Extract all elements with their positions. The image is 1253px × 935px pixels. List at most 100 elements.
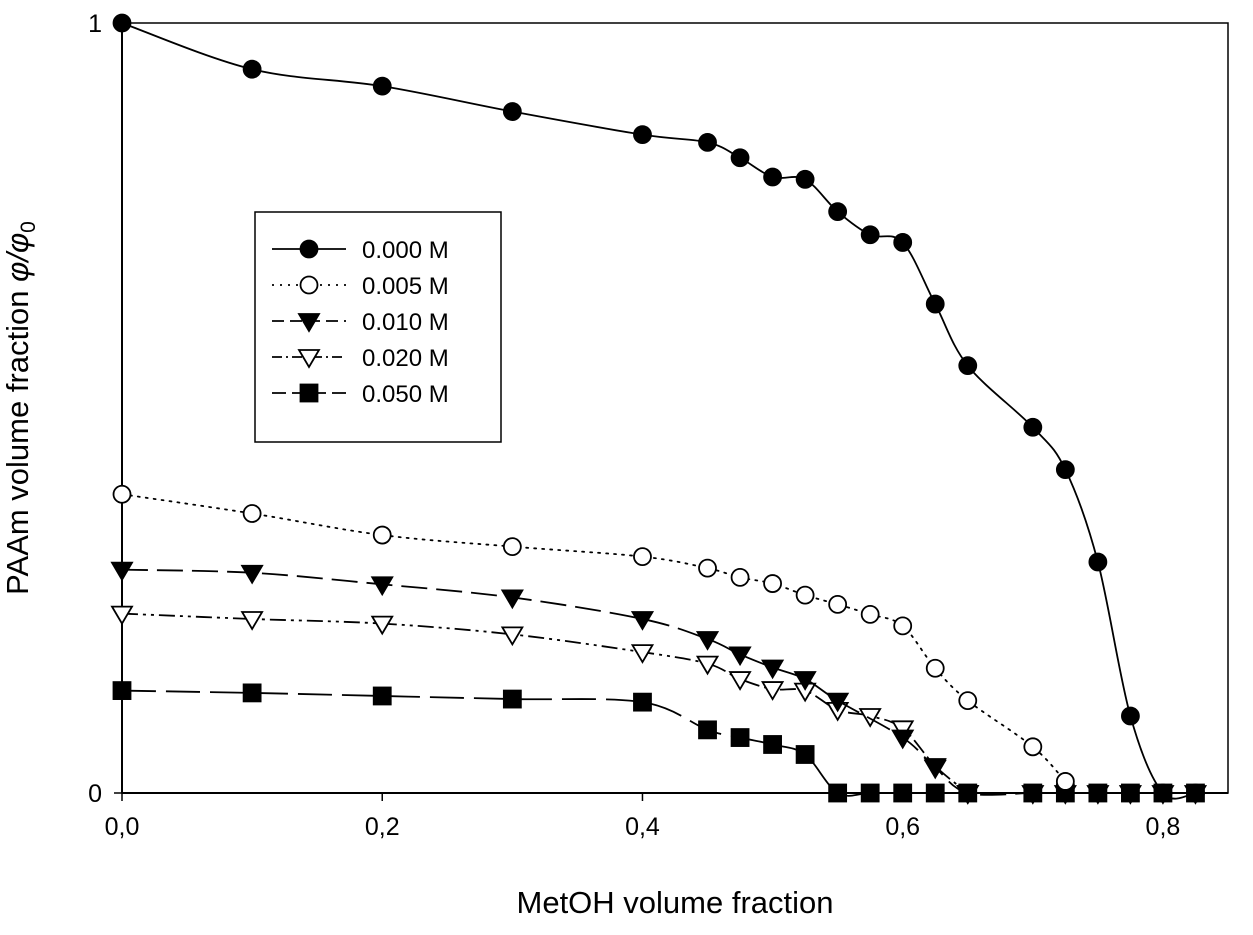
series-point	[728, 671, 752, 691]
series-point	[923, 759, 947, 780]
legend-entry: 0.000 M	[272, 237, 449, 264]
series-point	[502, 537, 522, 556]
series-point	[893, 783, 913, 803]
series-point	[1055, 460, 1075, 480]
series-point	[630, 644, 655, 664]
series-point	[763, 574, 782, 593]
series-point	[695, 631, 720, 651]
y-axis-label: PAAm volume fraction φ/φ0	[0, 221, 40, 595]
series-point	[1118, 785, 1142, 805]
series-point	[502, 102, 522, 121]
y-axis-label-phi: φ/φ	[0, 233, 35, 282]
series-point	[925, 294, 945, 314]
series-0	[112, 13, 1205, 803]
series-point	[1023, 737, 1043, 757]
series-point	[828, 783, 848, 803]
series-point	[110, 605, 134, 626]
series-point	[633, 125, 652, 145]
series-point	[1086, 785, 1110, 805]
series-point	[1088, 552, 1108, 572]
series-point	[1121, 706, 1140, 726]
series-point	[240, 564, 264, 585]
series-point	[1153, 783, 1173, 803]
y-tick-label: 1	[88, 10, 102, 38]
legend-label: 0.000 M	[362, 237, 449, 264]
legend-label: 0.020 M	[362, 345, 449, 372]
series-point	[795, 585, 815, 605]
series-point	[110, 561, 134, 582]
series-point	[698, 720, 717, 740]
series-point	[1186, 783, 1205, 803]
series-1	[112, 484, 1075, 791]
series-point	[826, 692, 850, 713]
series-point	[372, 76, 392, 96]
series-point	[958, 691, 978, 710]
series-point	[795, 745, 815, 764]
series-point	[828, 202, 848, 222]
legend-label: 0.010 M	[362, 309, 449, 336]
series-point	[761, 681, 785, 701]
series-point	[860, 225, 880, 245]
x-axis-ticks: 0,0 0,2 0,4 0,6 0,8	[105, 793, 1181, 841]
series-point	[240, 611, 264, 631]
series-point	[891, 729, 915, 750]
series-point	[893, 616, 913, 636]
series-layer	[110, 13, 1208, 805]
series-point	[242, 683, 262, 703]
series-point	[828, 594, 848, 614]
x-tick-label: 0,8	[1146, 813, 1181, 841]
series-point	[860, 604, 880, 624]
legend-label: 0.005 M	[362, 273, 449, 300]
y-axis-label-main: PAAm volume fraction	[0, 282, 35, 595]
series-line	[121, 493, 1067, 783]
x-axis-label: MetOH volume fraction	[517, 885, 834, 920]
legend-entry: 0.005 M	[272, 273, 449, 300]
series-point	[370, 615, 394, 636]
x-tick-label: 0,6	[885, 813, 920, 841]
series-point	[112, 484, 132, 504]
legend-label: 0.050 M	[362, 381, 449, 408]
legend-entry: 0.050 M	[272, 381, 449, 408]
series-point	[372, 525, 392, 545]
series-point	[1023, 417, 1043, 437]
y-tick-label: 0	[88, 780, 102, 808]
legend-entry: 0.010 M	[272, 309, 449, 336]
series-point	[242, 504, 262, 523]
legend-point	[297, 313, 321, 333]
series-point	[793, 671, 817, 691]
legend-point	[299, 383, 319, 403]
series-point	[695, 655, 720, 676]
series-point	[761, 659, 785, 680]
series-point	[858, 708, 882, 728]
legend-box	[254, 211, 502, 443]
series-point	[860, 783, 880, 803]
series-line	[121, 568, 1196, 796]
series-point	[763, 735, 782, 754]
series-point	[958, 356, 978, 376]
x-tick-label: 0,2	[365, 813, 400, 841]
legend-point	[297, 349, 321, 369]
series-point	[728, 646, 752, 667]
series-point	[730, 728, 750, 747]
x-tick-label: 0,4	[625, 813, 660, 841]
series-point	[698, 558, 717, 578]
series-3	[110, 605, 980, 805]
series-point	[698, 132, 717, 152]
series-point	[730, 148, 750, 168]
series-point	[502, 689, 522, 709]
series-point	[763, 167, 782, 187]
legend-entry: 0.020 M	[272, 345, 449, 372]
series-point	[795, 169, 815, 189]
series-point	[893, 233, 913, 252]
y-axis-label-subscript: 0	[17, 221, 40, 233]
series-point	[372, 686, 392, 706]
series-point	[925, 783, 945, 803]
series-2	[110, 561, 1208, 805]
series-point	[730, 568, 750, 587]
legend-point	[299, 275, 319, 295]
series-point	[370, 576, 394, 597]
series-point	[633, 547, 652, 567]
series-point	[630, 611, 655, 631]
series-point	[500, 589, 524, 610]
